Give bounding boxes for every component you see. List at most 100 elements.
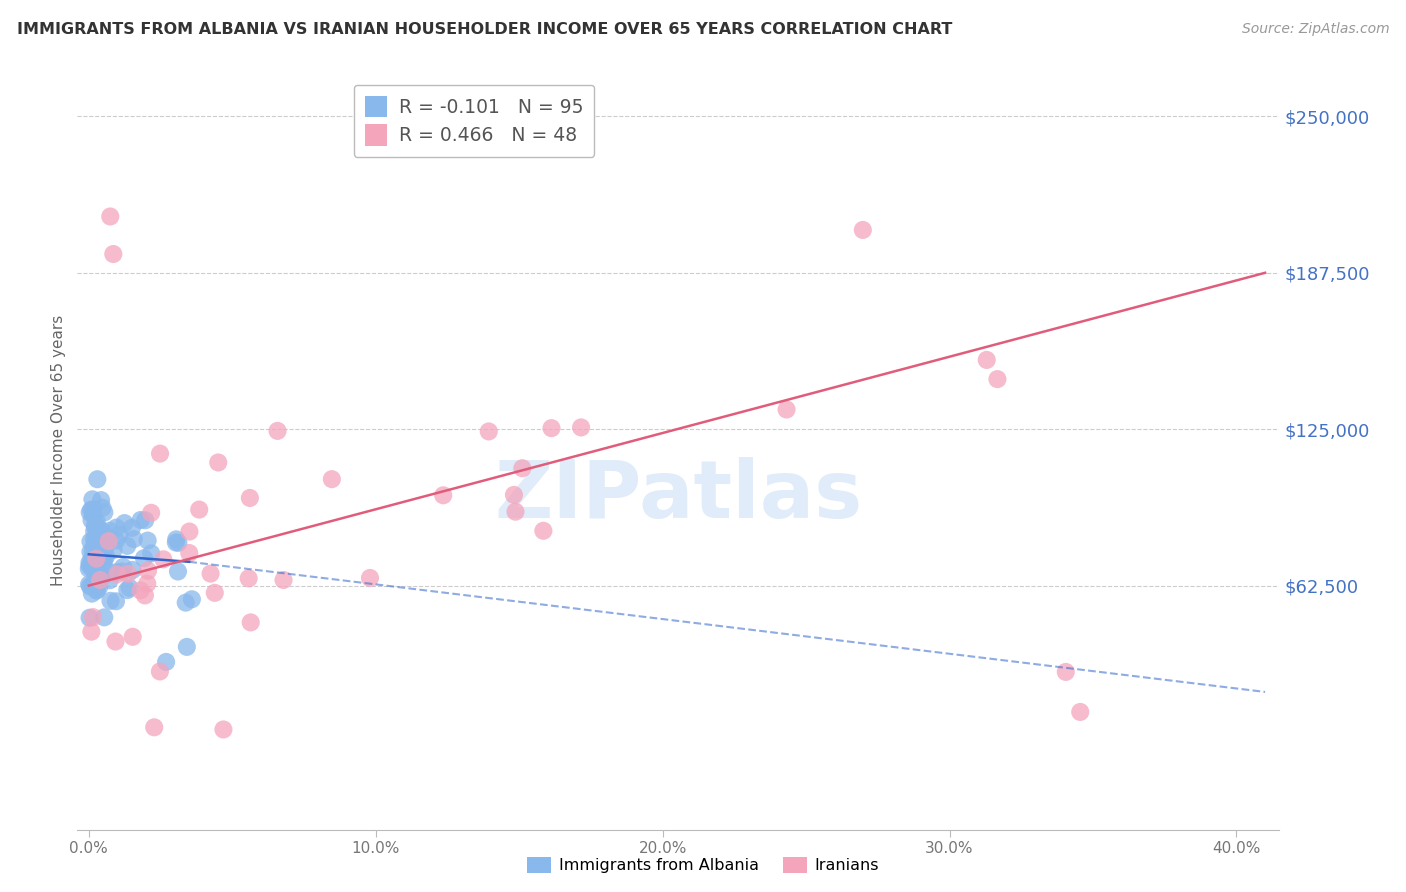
Point [105, 533, 128, 548]
Point [96, 549, 118, 564]
Point [89, 573, 111, 587]
Point [84, 534, 107, 549]
Point [84, 532, 107, 546]
Point [91, 570, 114, 584]
Point [82, 562, 104, 576]
Point [91, 555, 114, 569]
Point [165, 533, 187, 547]
Point [103, 542, 125, 557]
Point [79, 545, 101, 559]
Point [117, 583, 139, 598]
Point [986, 372, 1008, 386]
Point [105, 565, 128, 579]
Point [98, 574, 121, 588]
Point [167, 536, 190, 550]
Point [180, 592, 202, 607]
Point [134, 589, 156, 603]
Point [84, 560, 107, 574]
Point [121, 563, 143, 577]
Point [82, 543, 104, 558]
Point [136, 564, 159, 578]
Point [141, 546, 163, 560]
Point [84, 517, 107, 532]
Point [176, 640, 198, 654]
Point [90, 493, 112, 508]
Point [104, 594, 127, 608]
Point [93, 552, 115, 566]
Point [212, 723, 235, 737]
Point [97, 534, 120, 549]
Point [82, 508, 104, 522]
Point [129, 583, 152, 598]
Point [1069, 705, 1091, 719]
Point [118, 581, 141, 595]
Point [80, 578, 103, 592]
Point [80, 624, 103, 639]
Point [239, 615, 262, 630]
Point [87, 538, 110, 552]
Point [94, 540, 117, 554]
Point [80, 552, 103, 566]
Point [84, 550, 107, 565]
Point [77, 577, 100, 591]
Point [121, 521, 143, 535]
Point [174, 596, 197, 610]
Text: ZIPatlas: ZIPatlas [495, 457, 862, 535]
Text: IMMIGRANTS FROM ALBANIA VS IRANIAN HOUSEHOLDER INCOME OVER 65 YEARS CORRELATION : IMMIGRANTS FROM ALBANIA VS IRANIAN HOUSE… [17, 22, 952, 37]
Point [82, 492, 104, 507]
Point [239, 491, 262, 505]
Point [104, 634, 127, 648]
Point [852, 223, 875, 237]
Point [569, 420, 592, 434]
Point [82, 502, 104, 516]
Point [105, 567, 128, 582]
Point [100, 594, 122, 608]
Point [82, 557, 104, 571]
Point [79, 534, 101, 549]
Point [503, 488, 526, 502]
Point [93, 551, 115, 566]
Legend: R = -0.101   N = 95, R = 0.466   N = 48: R = -0.101 N = 95, R = 0.466 N = 48 [354, 85, 595, 157]
Point [98, 524, 121, 538]
Point [132, 551, 155, 566]
Point [775, 402, 797, 417]
Point [93, 560, 115, 574]
Point [238, 571, 260, 585]
Point [1054, 665, 1077, 679]
Point [93, 610, 115, 624]
Point [321, 472, 343, 486]
Point [80, 503, 103, 517]
Point [83, 539, 105, 553]
Point [91, 500, 114, 515]
Point [87, 522, 110, 536]
Point [89, 555, 111, 569]
Point [204, 586, 226, 600]
Point [359, 571, 381, 585]
Point [165, 535, 187, 549]
Point [141, 506, 163, 520]
Point [86, 515, 108, 529]
Point [103, 247, 125, 261]
Point [200, 566, 222, 581]
Point [512, 461, 534, 475]
Point [117, 539, 139, 553]
Point [117, 566, 139, 581]
Point [112, 560, 135, 574]
Point [86, 544, 108, 558]
Point [79, 558, 101, 573]
Point [79, 505, 101, 519]
Point [96, 531, 118, 545]
Point [90, 567, 112, 582]
Point [505, 505, 527, 519]
Point [266, 424, 288, 438]
Point [84, 537, 107, 551]
Point [273, 573, 295, 587]
Point [84, 566, 107, 580]
Point [111, 565, 134, 579]
Point [84, 520, 107, 534]
Point [143, 720, 166, 734]
Point [84, 579, 107, 593]
Point [86, 583, 108, 598]
Text: Source: ZipAtlas.com: Source: ZipAtlas.com [1241, 22, 1389, 37]
Point [79, 556, 101, 570]
